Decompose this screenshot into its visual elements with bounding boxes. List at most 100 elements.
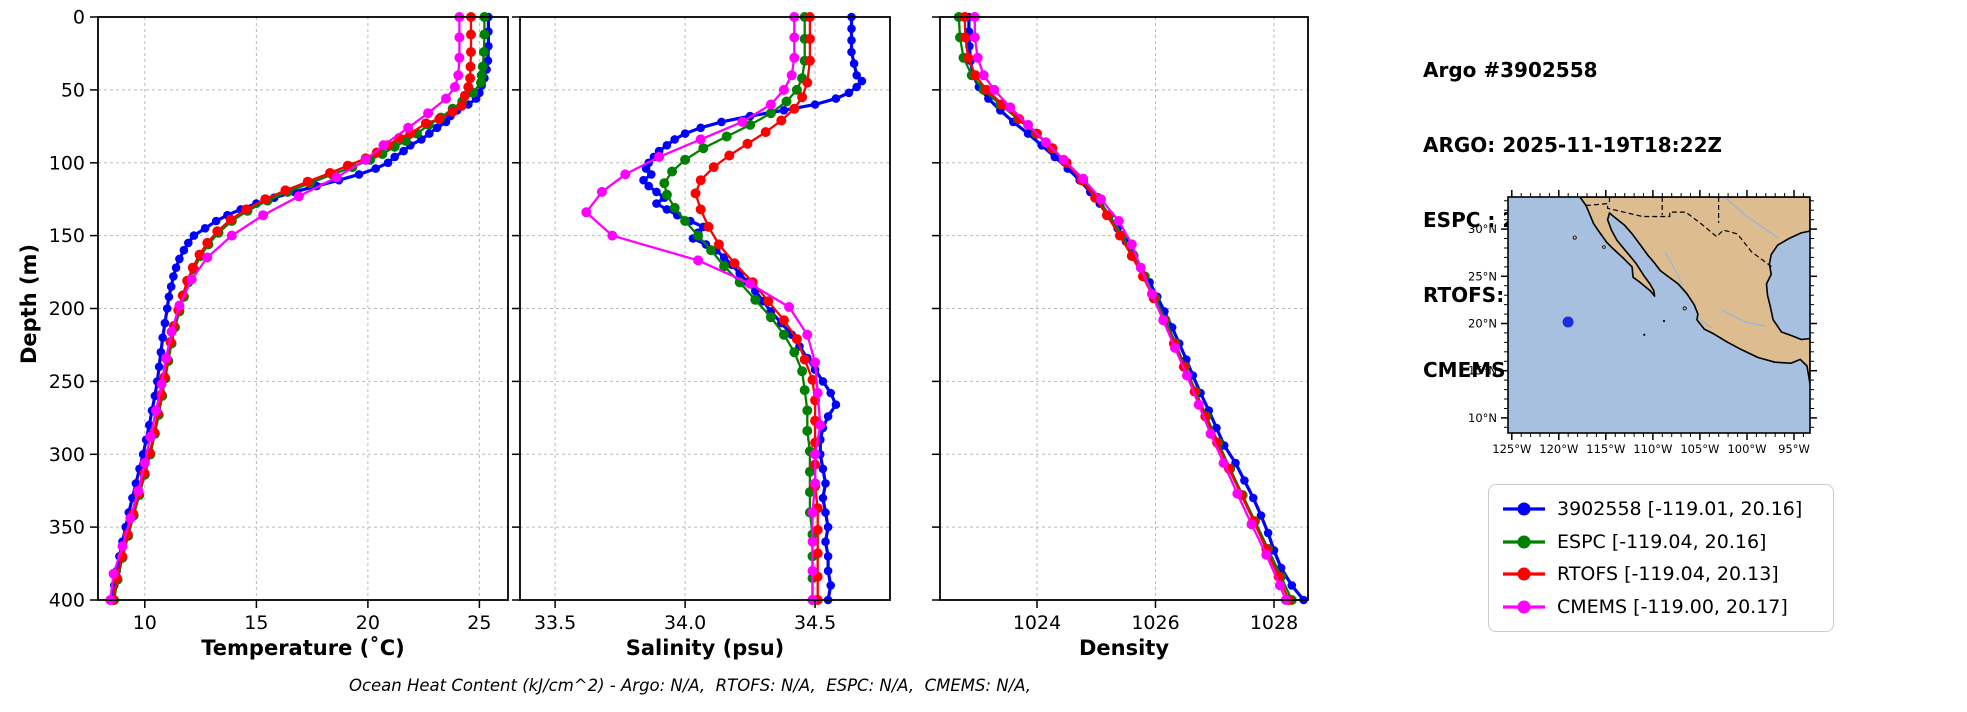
marker-density-cmems bbox=[1005, 102, 1016, 113]
marker-density-cmems bbox=[1274, 580, 1285, 591]
marker-salinity-rtofs bbox=[690, 188, 701, 199]
marker-salinity-cmems bbox=[802, 329, 813, 340]
marker-salinity-argo bbox=[844, 88, 854, 98]
marker-salinity-argo bbox=[852, 82, 861, 92]
legend-label-rtofs: RTOFS [-119.04, 20.13] bbox=[1557, 563, 1779, 586]
marker-temperature-rtofs bbox=[465, 73, 476, 84]
marker-temperature-cmems bbox=[453, 70, 464, 81]
marker-salinity-cmems bbox=[815, 420, 826, 431]
marker-salinity-espc bbox=[669, 202, 680, 213]
marker-salinity-rtofs bbox=[763, 296, 774, 307]
marker-salinity-espc bbox=[797, 366, 808, 377]
marker-temperature-argo bbox=[164, 292, 174, 302]
marker-density-argo bbox=[1263, 528, 1273, 538]
marker-salinity-argo bbox=[857, 76, 867, 86]
marker-salinity-argo bbox=[810, 100, 820, 109]
temperature-xtick-label: 15 bbox=[244, 612, 268, 634]
marker-temperature-cmems bbox=[454, 52, 465, 63]
marker-salinity-cmems bbox=[778, 84, 789, 95]
marker-temperature-espc bbox=[476, 70, 487, 81]
marker-temperature-argo bbox=[211, 216, 221, 226]
marker-temperature-argo bbox=[425, 129, 434, 138]
map-lat-label: 20°N bbox=[1468, 317, 1497, 331]
marker-salinity-rtofs bbox=[742, 138, 753, 149]
marker-salinity-rtofs bbox=[703, 221, 714, 232]
marker-temperature-rtofs bbox=[302, 176, 313, 187]
marker-salinity-espc bbox=[693, 230, 704, 241]
marker-temperature-cmems bbox=[161, 353, 171, 364]
legend-label-argo: 3902558 [-119.01, 20.16] bbox=[1557, 498, 1803, 521]
depth-tick-label: 350 bbox=[49, 517, 85, 539]
marker-salinity-espc bbox=[698, 143, 709, 154]
marker-salinity-argo bbox=[717, 117, 726, 127]
marker-salinity-argo bbox=[696, 123, 705, 133]
marker-salinity-cmems bbox=[695, 134, 706, 145]
marker-salinity-espc bbox=[789, 347, 800, 358]
temperature-xtick-label: 10 bbox=[133, 612, 157, 634]
marker-salinity-espc bbox=[778, 329, 789, 340]
depth-tick-label: 50 bbox=[61, 79, 85, 101]
marker-temperature-argo bbox=[166, 282, 176, 291]
marker-density-cmems bbox=[1158, 315, 1169, 326]
marker-salinity-espc bbox=[781, 96, 792, 107]
marker-temperature-cmems bbox=[108, 568, 119, 579]
marker-temperature-cmems bbox=[186, 274, 197, 285]
marker-density-cmems bbox=[1218, 458, 1229, 468]
marker-temperature-cmems bbox=[151, 405, 161, 416]
marker-temperature-argo bbox=[160, 318, 170, 328]
salinity-xtick-label: 33.5 bbox=[534, 612, 576, 634]
marker-temperature-cmems bbox=[174, 300, 185, 311]
marker-salinity-argo bbox=[831, 400, 841, 410]
marker-salinity-argo bbox=[670, 135, 679, 144]
salinity-xtick-label: 34.0 bbox=[664, 612, 706, 634]
marker-temperature-rtofs bbox=[466, 29, 476, 40]
marker-density-argo bbox=[1023, 129, 1033, 138]
marker-salinity-cmems bbox=[765, 99, 776, 110]
marker-salinity-argo bbox=[641, 164, 651, 173]
marker-salinity-argo bbox=[847, 47, 856, 57]
marker-salinity-cmems bbox=[693, 255, 704, 266]
marker-density-argo bbox=[1287, 581, 1297, 590]
marker-temperature-rtofs bbox=[260, 194, 271, 205]
marker-salinity-argo bbox=[821, 537, 830, 546]
map-frame bbox=[1507, 196, 1811, 434]
marker-density-cmems bbox=[989, 84, 1000, 95]
marker-salinity-rtofs bbox=[802, 77, 813, 88]
marker-salinity-cmems bbox=[807, 565, 818, 576]
marker-temperature-argo bbox=[432, 123, 442, 133]
marker-salinity-rtofs bbox=[789, 103, 800, 114]
map-tick-labels: 125°W 120°W 115°W 110°W 105°W 100°W 95°W 30°N 25… bbox=[1468, 222, 1810, 456]
marker-temperature-rtofs bbox=[187, 262, 198, 273]
marker-temperature-argo bbox=[158, 333, 167, 343]
marker-density-cmems bbox=[969, 32, 980, 43]
marker-salinity-cmems bbox=[810, 478, 821, 489]
legend: 3902558 [-119.01, 20.16] ESPC [-119.04, 2… bbox=[1488, 484, 1834, 632]
marker-temperature-cmems bbox=[145, 431, 156, 442]
marker-temperature-argo bbox=[383, 158, 393, 168]
marker-salinity-argo bbox=[662, 205, 672, 214]
marker-salinity-argo bbox=[821, 508, 830, 517]
map-island bbox=[1682, 306, 1687, 311]
marker-density-cmems bbox=[1023, 119, 1034, 130]
marker-salinity-cmems bbox=[786, 70, 797, 81]
marker-temperature-cmems bbox=[378, 140, 389, 151]
marker-temperature-rtofs bbox=[447, 106, 458, 117]
depth-tick-label: 150 bbox=[49, 225, 85, 247]
marker-temperature-rtofs bbox=[212, 226, 223, 237]
marker-density-rtofs bbox=[981, 84, 992, 95]
marker-temperature-rtofs bbox=[202, 237, 213, 248]
marker-temperature-cmems bbox=[293, 191, 304, 202]
marker-temperature-rtofs bbox=[420, 118, 431, 129]
marker-salinity-argo bbox=[647, 170, 656, 179]
marker-temperature-cmems bbox=[449, 82, 460, 92]
depth-tick-label: 200 bbox=[49, 298, 85, 320]
y-axis-label: Depth (m) bbox=[17, 243, 41, 365]
marker-salinity-argo bbox=[852, 71, 861, 80]
map-lat-label: 10°N bbox=[1468, 411, 1497, 425]
marker-salinity-argo bbox=[818, 493, 828, 503]
marker-salinity-argo bbox=[652, 199, 661, 208]
marker-salinity-argo bbox=[826, 388, 835, 398]
series-line-temperature-cmems bbox=[109, 17, 461, 601]
